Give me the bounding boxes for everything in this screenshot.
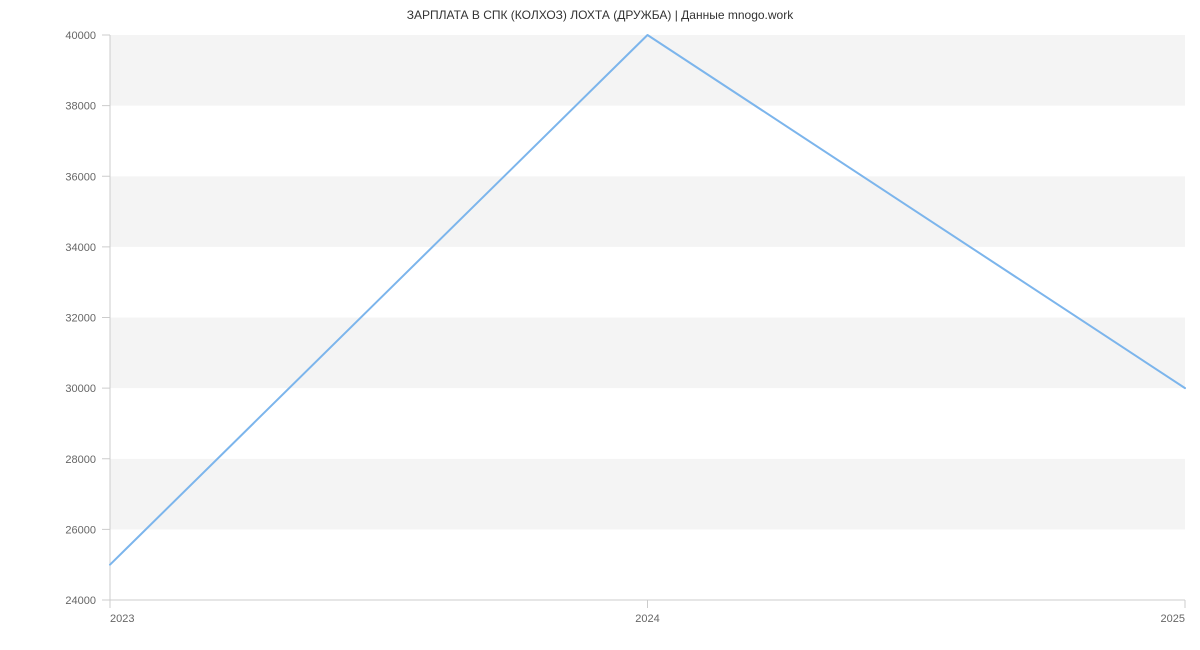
y-tick-label: 32000 <box>65 313 96 325</box>
y-tick-label: 28000 <box>65 454 96 466</box>
plot-band <box>110 529 1185 600</box>
chart-container: ЗАРПЛАТА В СПК (КОЛХОЗ) ЛОХТА (ДРУЖБА) |… <box>0 0 1200 650</box>
x-tick-label: 2023 <box>110 613 134 625</box>
y-tick-label: 36000 <box>65 171 96 183</box>
y-tick-label: 34000 <box>65 242 96 254</box>
plot-band <box>110 459 1185 530</box>
y-tick-label: 26000 <box>65 524 96 536</box>
y-tick-label: 30000 <box>65 383 96 395</box>
chart-svg: 24000 26000 28000 30000 32000 34000 36000 38000… <box>0 0 1200 650</box>
y-tick-label: 40000 <box>65 30 96 42</box>
y-tick-label: 24000 <box>65 595 96 607</box>
plot-band <box>110 318 1185 389</box>
plot-band <box>110 106 1185 177</box>
x-tick-label: 2025 <box>1161 613 1185 625</box>
plot-band <box>110 176 1185 247</box>
y-tick-label: 38000 <box>65 101 96 113</box>
plot-band <box>110 35 1185 106</box>
x-tick-label: 2024 <box>635 613 659 625</box>
plot-band <box>110 388 1185 459</box>
